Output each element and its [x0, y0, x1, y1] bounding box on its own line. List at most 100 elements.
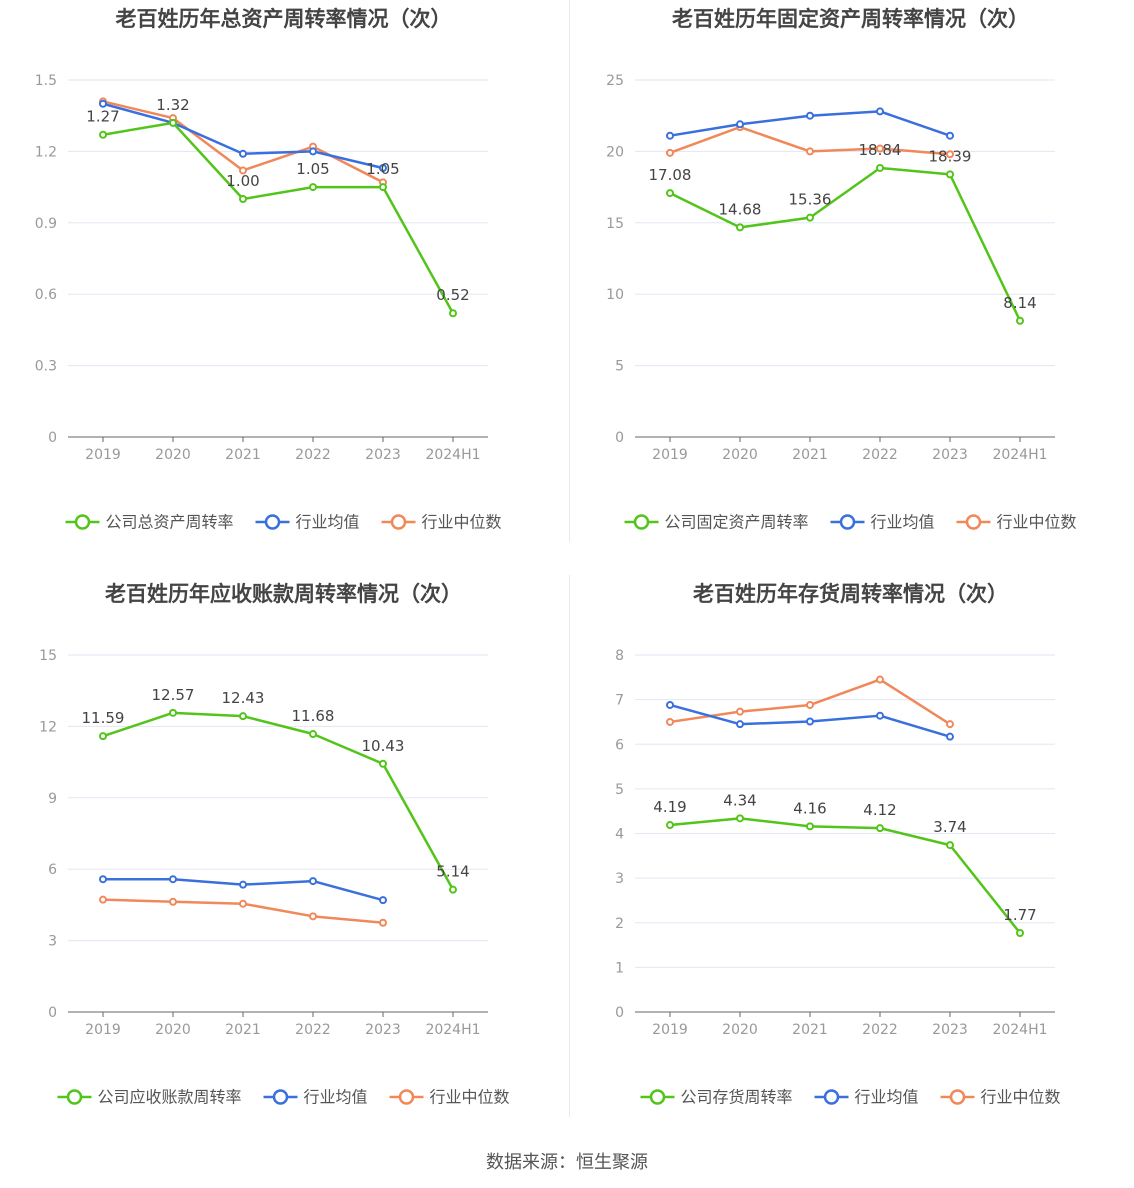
data-point-industry-median	[736, 707, 744, 716]
y-tick-label: 3	[615, 871, 624, 887]
y-tick-label: 1.2	[35, 144, 57, 160]
data-point-company	[449, 309, 457, 318]
x-tick-label: 2019	[652, 1022, 688, 1038]
x-tick-label: 2020	[722, 447, 758, 463]
legend-item-industry-avg[interactable]: 行业均值	[814, 1088, 919, 1107]
legend-item-industry-avg[interactable]: 行业均值	[255, 513, 360, 532]
legend-circle-icon	[398, 1089, 415, 1105]
legend-item-company[interactable]: 公司应收账款周转率	[57, 1088, 242, 1107]
y-tick-label: 25	[606, 73, 624, 89]
legend-item-industry-median[interactable]: 行业中位数	[381, 513, 502, 532]
data-label: 5.14	[436, 863, 469, 881]
data-point-industry-avg	[806, 111, 814, 120]
legend-item-company[interactable]: 公司存货周转率	[640, 1088, 793, 1107]
legend-circle-icon	[965, 514, 982, 530]
data-point-industry-median	[379, 918, 387, 927]
x-tick-label: 2024H1	[425, 1022, 480, 1038]
data-label: 0.52	[436, 286, 469, 304]
data-point-industry-median	[876, 144, 884, 153]
data-point-industry-median	[239, 899, 247, 908]
chart-title: 老百姓历年存货周转率情况（次）	[693, 582, 1008, 606]
data-point-industry-median	[666, 717, 674, 726]
data-source-note: 数据来源：恒生聚源	[486, 1152, 648, 1173]
data-point-industry-avg	[806, 717, 814, 726]
y-tick-label: 0	[615, 430, 624, 446]
data-point-company	[736, 223, 744, 232]
legend-item-company[interactable]: 公司固定资产周转率	[624, 513, 809, 532]
legend-item-company[interactable]: 公司总资产周转率	[65, 513, 234, 532]
y-tick-label: 7	[615, 693, 624, 709]
legend-label: 行业均值	[855, 1088, 919, 1107]
chart-title: 老百姓历年总资产周转率情况（次）	[116, 7, 452, 31]
x-tick-label: 2020	[155, 447, 191, 463]
data-point-company	[1016, 316, 1024, 325]
legend-circle-icon	[74, 514, 91, 530]
series-line-company	[102, 121, 455, 314]
legend-circle-icon	[264, 514, 281, 530]
chart-svg: 老百姓历年存货周转率情况（次） 0 1 2 3 4 5 6 7 8 2019 2020 2021 2022…	[615, 582, 1061, 1107]
data-label: 11.59	[82, 709, 125, 727]
legend-item-industry-avg[interactable]: 行业均值	[263, 1088, 368, 1107]
x-tick-label: 2022	[862, 447, 898, 463]
legend-circle-icon	[949, 1089, 966, 1105]
data-point-industry-avg	[666, 131, 674, 140]
data-point-company	[379, 759, 387, 768]
x-tick-label: 2021	[225, 447, 261, 463]
vertical-divider-bottom	[569, 575, 570, 1117]
y-tick-label: 6	[615, 737, 624, 753]
legend-item-industry-median[interactable]: 行业中位数	[956, 513, 1077, 532]
series-line-industry-avg	[102, 102, 384, 170]
data-label: 11.68	[292, 707, 335, 725]
data-label: 12.43	[222, 689, 265, 707]
chart-title: 老百姓历年应收账款周转率情况（次）	[105, 582, 462, 606]
data-label: 1.05	[296, 160, 329, 178]
data-point-industry-median	[309, 912, 317, 921]
y-tick-label: 1	[615, 960, 624, 976]
y-tick-label: 5	[615, 359, 624, 375]
y-tick-label: 1.5	[35, 73, 57, 89]
y-tick-label: 5	[615, 782, 624, 798]
data-point-industry-avg	[99, 875, 107, 884]
data-label: 3.74	[933, 818, 966, 836]
legend-item-industry-median[interactable]: 行业中位数	[389, 1088, 510, 1107]
legend-label: 公司固定资产周转率	[665, 513, 809, 532]
legend-circle-icon	[390, 514, 407, 530]
y-tick-label: 15	[606, 216, 624, 232]
y-tick-label: 9	[48, 791, 57, 807]
data-label: 4.34	[723, 791, 756, 809]
series-line-company	[669, 166, 1022, 322]
data-label: 12.57	[152, 686, 195, 704]
legend-label: 公司存货周转率	[681, 1088, 793, 1107]
y-tick-label: 15	[39, 648, 57, 664]
data-point-industry-avg	[666, 700, 674, 709]
legend-item-industry-avg[interactable]: 行业均值	[830, 513, 935, 532]
data-point-industry-avg	[309, 147, 317, 156]
x-tick-label: 2024H1	[992, 1022, 1047, 1038]
data-point-industry-avg	[99, 99, 107, 108]
data-point-company	[309, 183, 317, 192]
data-label: 18.39	[929, 147, 972, 165]
data-point-industry-avg	[946, 732, 954, 741]
x-tick-label: 2021	[792, 1022, 828, 1038]
chart-svg: 老百姓历年固定资产周转率情况（次） 0 5 10 15 20 25 2019 2020 2021 2…	[606, 7, 1077, 532]
data-label: 18.84	[859, 141, 902, 159]
data-point-company	[169, 118, 177, 127]
legend-label: 行业中位数	[997, 513, 1077, 532]
legend-circle-icon	[633, 514, 650, 530]
data-point-industry-median	[806, 700, 814, 709]
y-tick-label: 0	[48, 430, 57, 446]
data-label: 4.19	[653, 798, 686, 816]
data-point-industry-avg	[736, 120, 744, 129]
y-tick-label: 2	[615, 916, 624, 932]
data-point-company	[239, 712, 247, 721]
data-point-industry-avg	[946, 131, 954, 140]
y-tick-label: 12	[39, 719, 57, 735]
data-point-industry-avg	[379, 164, 387, 173]
legend-item-industry-median[interactable]: 行业中位数	[940, 1088, 1061, 1107]
vertical-divider-top	[569, 0, 570, 542]
data-point-industry-median	[806, 147, 814, 156]
legend-circle-icon	[823, 1089, 840, 1105]
series-line-company	[669, 817, 1021, 934]
x-tick-label: 2023	[365, 447, 401, 463]
x-tick-label: 2023	[932, 1022, 968, 1038]
